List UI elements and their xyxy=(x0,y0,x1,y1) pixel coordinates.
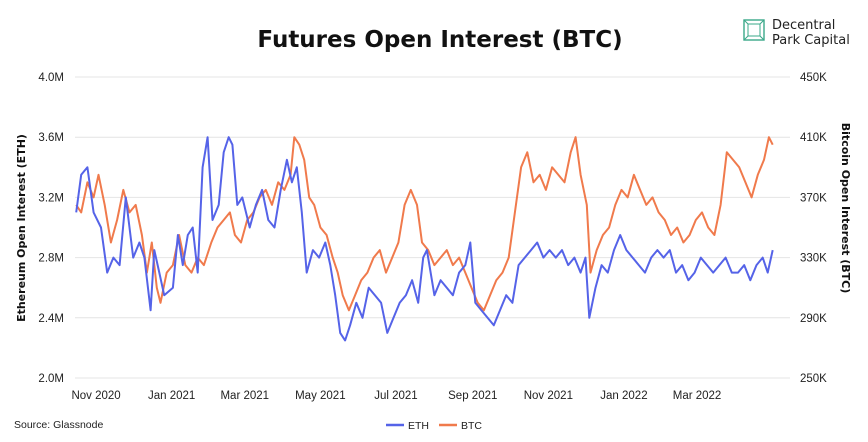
y-right-tick-label: 250K xyxy=(800,373,827,385)
x-tick-label: Nov 2020 xyxy=(71,390,120,402)
y-left-tick-label: 3.2M xyxy=(38,192,64,204)
y-right-tick-label: 370K xyxy=(800,192,827,204)
series-line-eth xyxy=(75,136,774,342)
y-left-tick-label: 2.0M xyxy=(38,373,64,385)
logo-line1: Decentral xyxy=(772,18,835,33)
legend: ETH BTC xyxy=(386,420,482,432)
y-right-tick-label: 330K xyxy=(800,253,827,265)
y-axis-left-label: Ethereum Open Interest (ETH) xyxy=(15,134,28,322)
x-tick-label: Sep 2021 xyxy=(448,390,497,402)
cube-logo-icon xyxy=(743,19,765,41)
series-line-btc xyxy=(75,136,774,312)
y-left-tick-label: 3.6M xyxy=(38,132,64,144)
x-tick-label: Mar 2021 xyxy=(220,390,269,402)
x-tick-label: Jan 2021 xyxy=(148,390,195,402)
legend-btc-label: BTC xyxy=(461,420,482,432)
logo: Decentral Park Capital xyxy=(743,18,850,48)
y-right-tick-label: 290K xyxy=(800,313,827,325)
logo-line2: Park Capital xyxy=(772,33,850,48)
x-tick-label: Nov 2021 xyxy=(524,390,573,402)
y-axis-right-label: Bitcoin Open Interest (BTC) xyxy=(839,123,852,293)
chart-title: Futures Open Interest (BTC) xyxy=(257,27,622,53)
y-left-tick-label: 2.4M xyxy=(38,313,64,325)
y-left-tick-label: 2.8M xyxy=(38,253,64,265)
source-note: Source: Glassnode xyxy=(14,419,103,431)
grid xyxy=(75,76,790,379)
tick-layer: 2.0M 250K 2.4M 290K 2.8M 330K 3.2M 370K 3.6M 410K… xyxy=(38,72,827,402)
series-layer xyxy=(75,136,774,342)
y-left-tick-label: 4.0M xyxy=(38,72,64,84)
x-tick-label: Jan 2022 xyxy=(600,390,647,402)
x-tick-label: May 2021 xyxy=(295,390,346,402)
y-right-tick-label: 450K xyxy=(800,72,827,84)
y-right-tick-label: 410K xyxy=(800,132,827,144)
x-tick-label: Mar 2022 xyxy=(673,390,722,402)
x-tick-label: Jul 2021 xyxy=(374,390,417,402)
legend-eth-label: ETH xyxy=(408,420,429,432)
